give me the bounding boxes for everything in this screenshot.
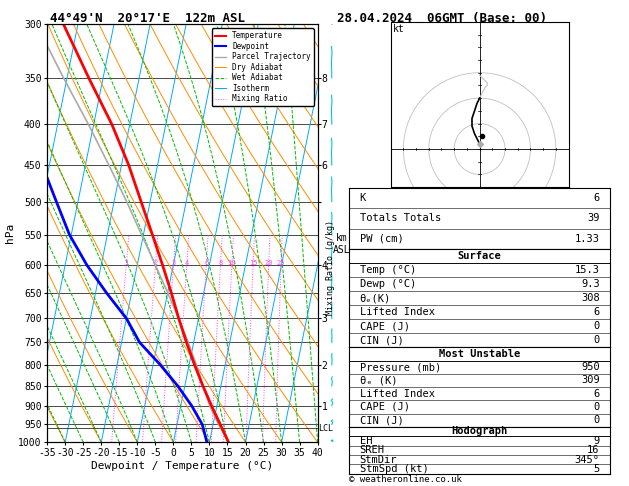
Text: 6: 6: [204, 260, 208, 266]
Text: 15.3: 15.3: [575, 265, 599, 275]
Text: SREH: SREH: [360, 445, 384, 455]
Text: 4: 4: [185, 260, 189, 266]
Text: 0: 0: [593, 415, 599, 425]
Text: 1.33: 1.33: [575, 234, 599, 243]
Text: Hodograph: Hodograph: [452, 426, 508, 436]
Text: Totals Totals: Totals Totals: [360, 213, 441, 224]
Text: 9: 9: [593, 436, 599, 446]
Text: 5: 5: [593, 464, 599, 474]
Text: 25: 25: [277, 260, 286, 266]
Text: 308: 308: [581, 293, 599, 303]
Text: Pressure (mb): Pressure (mb): [360, 362, 441, 372]
Text: © weatheronline.co.uk: © weatheronline.co.uk: [349, 474, 462, 484]
Text: 6: 6: [593, 307, 599, 317]
Text: Dewp (°C): Dewp (°C): [360, 279, 416, 289]
Text: 6: 6: [593, 193, 599, 203]
Text: StmSpd (kt): StmSpd (kt): [360, 464, 428, 474]
Text: CIN (J): CIN (J): [360, 335, 403, 346]
X-axis label: Dewpoint / Temperature (°C): Dewpoint / Temperature (°C): [91, 461, 274, 470]
Text: 0: 0: [593, 335, 599, 346]
Text: 20: 20: [264, 260, 273, 266]
Text: Mixing Ratio (g/kg): Mixing Ratio (g/kg): [326, 220, 335, 315]
Text: CAPE (J): CAPE (J): [360, 402, 409, 412]
Text: StmDir: StmDir: [360, 455, 397, 465]
Text: 10: 10: [228, 260, 236, 266]
Text: 28.04.2024  06GMT (Base: 00): 28.04.2024 06GMT (Base: 00): [337, 12, 547, 25]
Text: 15: 15: [249, 260, 257, 266]
Text: 2: 2: [153, 260, 157, 266]
Text: Lifted Index: Lifted Index: [360, 307, 435, 317]
Text: 950: 950: [581, 362, 599, 372]
Text: PW (cm): PW (cm): [360, 234, 403, 243]
Text: 16: 16: [587, 445, 599, 455]
Y-axis label: hPa: hPa: [5, 223, 15, 243]
Text: 309: 309: [581, 376, 599, 385]
Text: 345°: 345°: [575, 455, 599, 465]
Y-axis label: km
ASL: km ASL: [333, 233, 350, 255]
Text: EH: EH: [360, 436, 372, 446]
Text: Surface: Surface: [458, 251, 501, 261]
Text: 8: 8: [218, 260, 223, 266]
Text: 0: 0: [593, 321, 599, 331]
Text: CIN (J): CIN (J): [360, 415, 403, 425]
Text: CAPE (J): CAPE (J): [360, 321, 409, 331]
Text: 9.3: 9.3: [581, 279, 599, 289]
Text: kt: kt: [393, 24, 405, 34]
Text: 3: 3: [171, 260, 175, 266]
Text: K: K: [360, 193, 366, 203]
Text: 6: 6: [593, 389, 599, 399]
Text: θₑ(K): θₑ(K): [360, 293, 391, 303]
Text: Lifted Index: Lifted Index: [360, 389, 435, 399]
Text: Temp (°C): Temp (°C): [360, 265, 416, 275]
Text: 0: 0: [593, 402, 599, 412]
Text: LCL: LCL: [318, 424, 333, 433]
Legend: Temperature, Dewpoint, Parcel Trajectory, Dry Adiabat, Wet Adiabat, Isotherm, Mi: Temperature, Dewpoint, Parcel Trajectory…: [211, 28, 314, 106]
Text: 1: 1: [124, 260, 128, 266]
Text: 44°49'N  20°17'E  122m ASL: 44°49'N 20°17'E 122m ASL: [50, 12, 245, 25]
Text: Most Unstable: Most Unstable: [439, 349, 520, 359]
Text: 39: 39: [587, 213, 599, 224]
Text: θₑ (K): θₑ (K): [360, 376, 397, 385]
